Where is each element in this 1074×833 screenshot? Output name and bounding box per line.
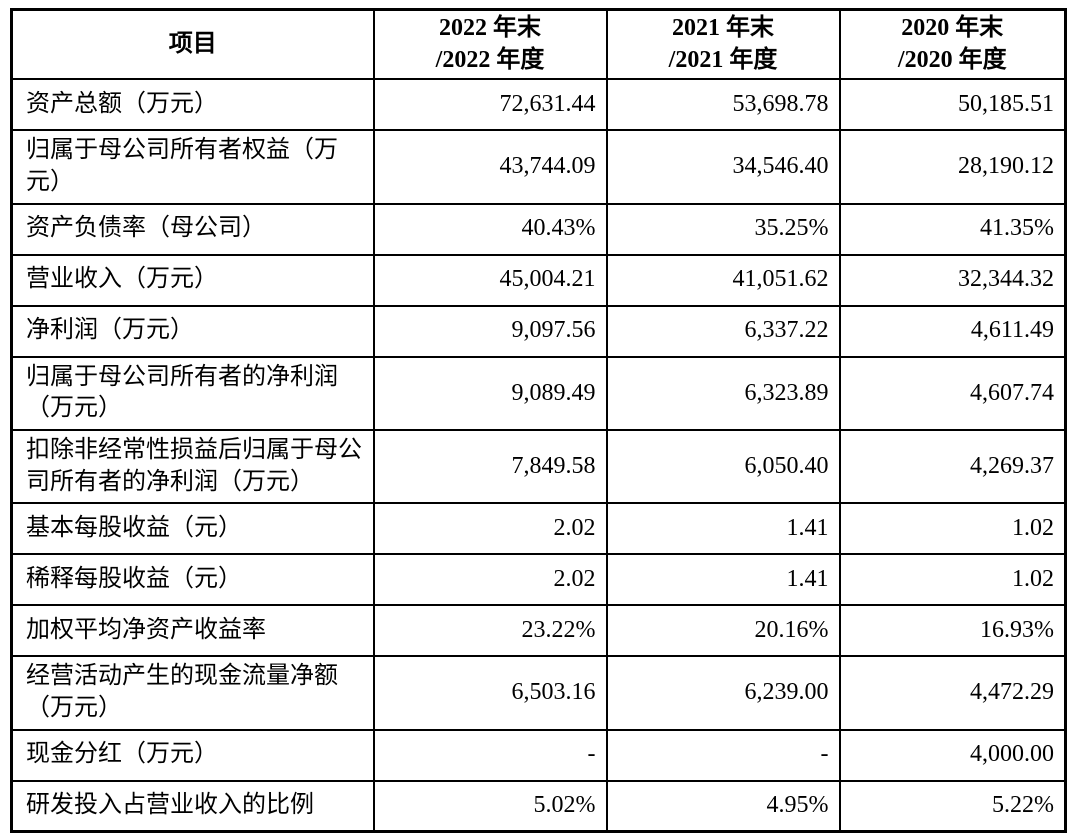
table-row: 营业收入（万元） 45,004.21 41,051.62 32,344.32 xyxy=(10,253,1067,307)
row-label: 归属于母公司所有者权益（万元） xyxy=(10,129,375,205)
cell-2020: 5.22% xyxy=(838,779,1067,833)
cell-2020: 4,611.49 xyxy=(838,304,1067,358)
table-row: 研发投入占营业收入的比例 5.02% 4.95% 5.22% xyxy=(10,779,1067,833)
row-label: 净利润（万元） xyxy=(10,304,375,358)
cell-2020: 16.93% xyxy=(838,604,1067,658)
cell-2020: 32,344.32 xyxy=(838,253,1067,307)
row-label: 加权平均净资产收益率 xyxy=(10,604,375,658)
cell-2022: 43,744.09 xyxy=(372,129,608,205)
cell-2020: 1.02 xyxy=(838,502,1067,556)
row-label: 稀释每股收益（元） xyxy=(10,553,375,607)
header-2021: 2021 年末 /2021 年度 xyxy=(605,8,841,81)
cell-2021: 34,546.40 xyxy=(605,129,841,205)
cell-2021: 1.41 xyxy=(605,553,841,607)
cell-2020: 28,190.12 xyxy=(838,129,1067,205)
cell-2021: 1.41 xyxy=(605,502,841,556)
table-row: 归属于母公司所有者权益（万元） 43,744.09 34,546.40 28,1… xyxy=(10,129,1067,205)
cell-2021: 6,239.00 xyxy=(605,655,841,731)
table-row: 资产总额（万元） 72,631.44 53,698.78 50,185.51 xyxy=(10,78,1067,132)
row-label: 经营活动产生的现金流量净额（万元） xyxy=(10,655,375,731)
cell-2020: 41.35% xyxy=(838,202,1067,256)
financial-summary-table: 项目 2022 年末 /2022 年度 2021 年末 /2021 年度 202… xyxy=(10,8,1067,833)
cell-2022: 23.22% xyxy=(372,604,608,658)
table-row: 资产负债率（母公司） 40.43% 35.25% 41.35% xyxy=(10,202,1067,256)
cell-2022: 72,631.44 xyxy=(372,78,608,132)
cell-2020: 4,472.29 xyxy=(838,655,1067,731)
cell-2020: 1.02 xyxy=(838,553,1067,607)
table-row: 扣除非经常性损益后归属于母公司所有者的净利润（万元） 7,849.58 6,05… xyxy=(10,429,1067,505)
cell-2021: 41,051.62 xyxy=(605,253,841,307)
header-item: 项目 xyxy=(10,8,375,81)
table-header-row: 项目 2022 年末 /2022 年度 2021 年末 /2021 年度 202… xyxy=(10,8,1067,81)
cell-2022: 40.43% xyxy=(372,202,608,256)
cell-2021: 35.25% xyxy=(605,202,841,256)
row-label: 资产总额（万元） xyxy=(10,78,375,132)
table-row: 净利润（万元） 9,097.56 6,337.22 4,611.49 xyxy=(10,304,1067,358)
row-label: 营业收入（万元） xyxy=(10,253,375,307)
table-row: 基本每股收益（元） 2.02 1.41 1.02 xyxy=(10,502,1067,556)
row-label: 基本每股收益（元） xyxy=(10,502,375,556)
row-label: 现金分红（万元） xyxy=(10,728,375,782)
row-label: 研发投入占营业收入的比例 xyxy=(10,779,375,833)
cell-2022: - xyxy=(372,728,608,782)
cell-2021: 6,323.89 xyxy=(605,355,841,432)
cell-2021: 4.95% xyxy=(605,779,841,833)
table-row: 现金分红（万元） - - 4,000.00 xyxy=(10,728,1067,782)
cell-2022: 2.02 xyxy=(372,553,608,607)
cell-2021: 20.16% xyxy=(605,604,841,658)
cell-2020: 4,607.74 xyxy=(838,355,1067,432)
cell-2021: 6,337.22 xyxy=(605,304,841,358)
header-2022: 2022 年末 /2022 年度 xyxy=(372,8,608,81)
cell-2021: - xyxy=(605,728,841,782)
cell-2022: 5.02% xyxy=(372,779,608,833)
cell-2020: 4,269.37 xyxy=(838,429,1067,505)
row-label: 扣除非经常性损益后归属于母公司所有者的净利润（万元） xyxy=(10,429,375,505)
cell-2022: 7,849.58 xyxy=(372,429,608,505)
row-label: 资产负债率（母公司） xyxy=(10,202,375,256)
cell-2021: 6,050.40 xyxy=(605,429,841,505)
cell-2022: 45,004.21 xyxy=(372,253,608,307)
cell-2022: 9,097.56 xyxy=(372,304,608,358)
table-row: 经营活动产生的现金流量净额（万元） 6,503.16 6,239.00 4,47… xyxy=(10,655,1067,731)
cell-2022: 9,089.49 xyxy=(372,355,608,432)
table-row: 稀释每股收益（元） 2.02 1.41 1.02 xyxy=(10,553,1067,607)
cell-2022: 2.02 xyxy=(372,502,608,556)
header-2020: 2020 年末 /2020 年度 xyxy=(838,8,1067,81)
cell-2021: 53,698.78 xyxy=(605,78,841,132)
table-row: 加权平均净资产收益率 23.22% 20.16% 16.93% xyxy=(10,604,1067,658)
row-label: 归属于母公司所有者的净利润（万元） xyxy=(10,355,375,432)
cell-2020: 4,000.00 xyxy=(838,728,1067,782)
table-row: 归属于母公司所有者的净利润（万元） 9,089.49 6,323.89 4,60… xyxy=(10,355,1067,432)
cell-2020: 50,185.51 xyxy=(838,78,1067,132)
cell-2022: 6,503.16 xyxy=(372,655,608,731)
